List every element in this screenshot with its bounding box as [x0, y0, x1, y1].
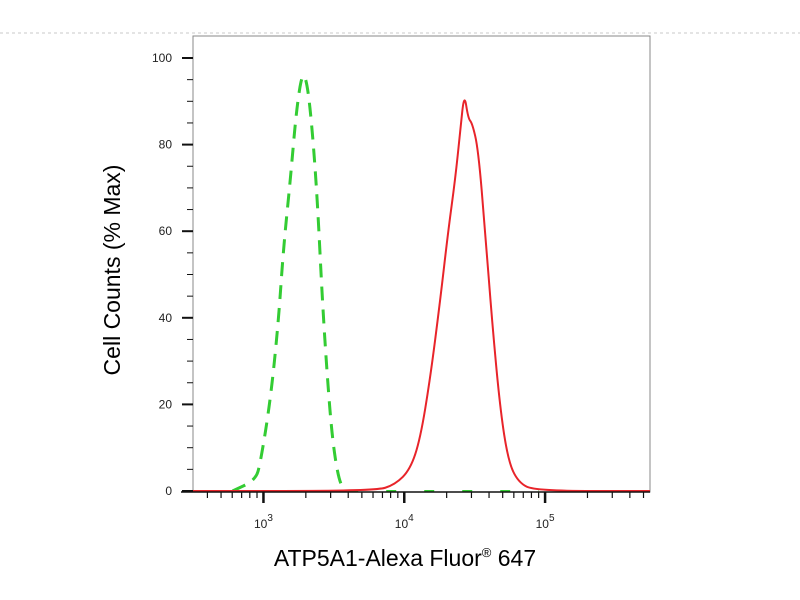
x-tick-label: 104	[395, 513, 414, 531]
y-tick-label: 40	[159, 311, 173, 325]
axes-layer: 0 20 40 60 80 100 103 104 105	[152, 51, 650, 531]
y-tick-label: 0	[165, 484, 172, 498]
plot-frame	[192, 35, 651, 493]
y-tick-label: 80	[159, 138, 173, 152]
y-tick-label: 60	[159, 224, 173, 238]
y-tick-label: 20	[159, 397, 173, 411]
series-line-solid-red	[192, 99, 650, 493]
y-axis-title: Cell Counts (% Max)	[99, 165, 125, 376]
series-line-dashed-green	[231, 74, 346, 493]
x-tick-label: 103	[254, 513, 273, 531]
y-tick-label: 100	[152, 51, 172, 65]
series-layer	[192, 74, 650, 493]
x-tick-label: 105	[536, 513, 555, 531]
x-axis-title: ATP5A1-Alexa Fluor® 647	[274, 545, 536, 571]
